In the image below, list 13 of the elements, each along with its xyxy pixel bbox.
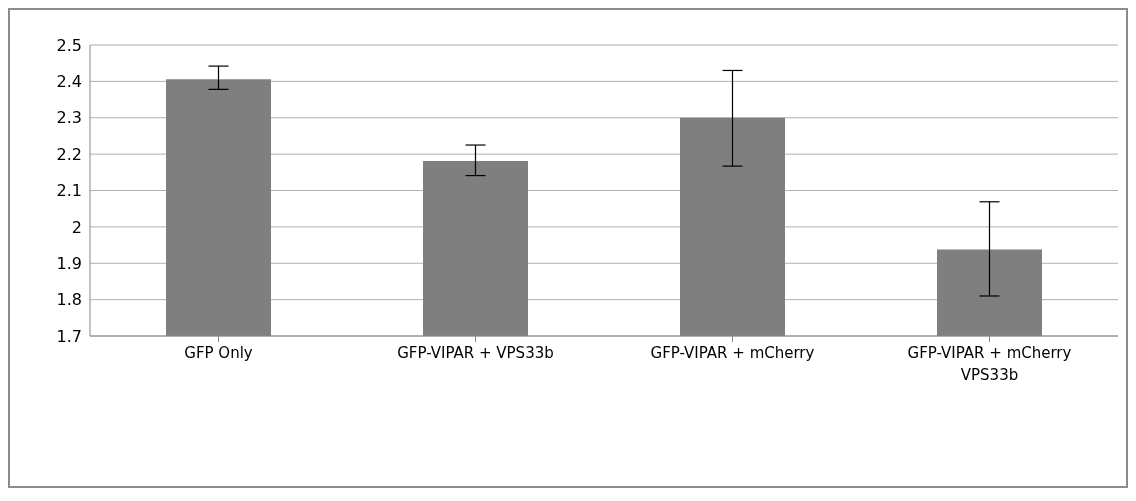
y-tick-label: 2.5	[56, 35, 82, 55]
y-tick-label: 1.8	[56, 290, 82, 310]
x-tick-label: GFP-VIPAR + mCherry VPS33b	[907, 344, 1072, 384]
y-tick-label: 1.7	[56, 326, 82, 346]
y-tick-label: 2.2	[56, 144, 82, 164]
x-tick-label: GFP-VIPAR + mCherry	[650, 344, 815, 362]
y-tick-label: 1.9	[56, 253, 82, 273]
x-tick-label: GFP Only	[184, 344, 253, 362]
y-tick-label: 2.3	[56, 108, 82, 128]
y-tick-label: 2.1	[56, 181, 82, 201]
y-tick-label: 2	[71, 217, 82, 237]
y-tick-label: 2.4	[56, 72, 82, 92]
x-tick-label: GFP-VIPAR + VPS33b	[397, 344, 554, 362]
